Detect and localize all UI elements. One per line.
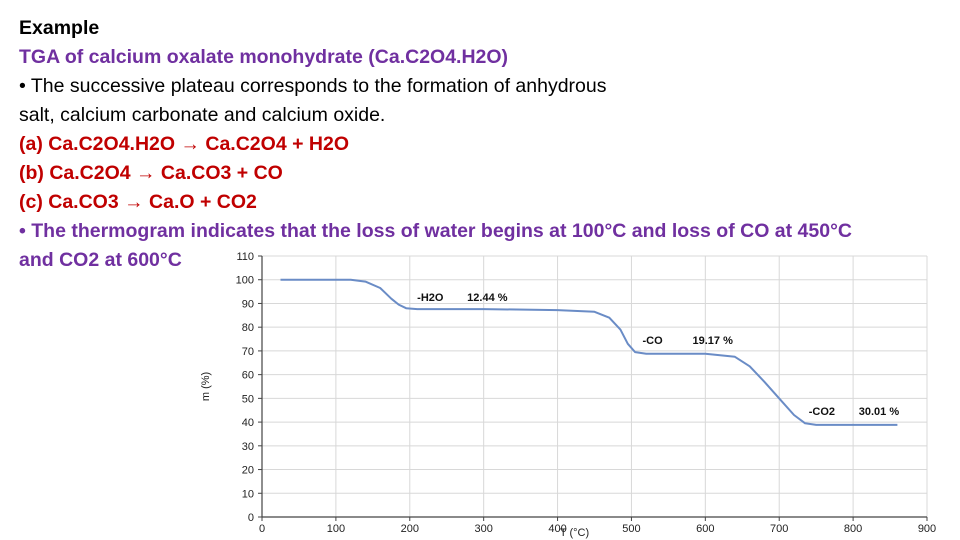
y-tick-label: 10 xyxy=(242,488,254,500)
annotation-value-1: 19.17 % xyxy=(693,335,734,347)
x-tick-label: 900 xyxy=(918,523,936,535)
chart-axes xyxy=(258,255,928,521)
annotation-label-1: -CO xyxy=(643,335,664,347)
annotation-label-0: -H2O xyxy=(417,292,444,304)
x-tick-label: 300 xyxy=(474,523,492,535)
chart-background xyxy=(195,244,940,540)
x-tick-label: 600 xyxy=(696,523,714,535)
x-tick-label: 100 xyxy=(327,523,345,535)
x-tick-label: 800 xyxy=(844,523,862,535)
slide-heading: Example xyxy=(19,17,100,39)
reaction-b: (b) Ca.C2O4 → Ca.CO3 + CO xyxy=(19,162,283,184)
y-tick-label: 30 xyxy=(242,441,254,453)
y-tick-labels: 0 10 20 30 40 50 60 70 80 90 100 110 xyxy=(236,251,254,524)
annotation-value-2: 30.01 % xyxy=(859,406,900,418)
tga-chart: 0 10 20 30 40 50 60 70 80 90 100 110 0 100 200 300 400 5… xyxy=(195,244,940,540)
slide-subtitle: TGA of calcium oxalate monohydrate (Ca.C… xyxy=(19,46,509,68)
y-tick-label: 40 xyxy=(242,417,254,429)
y-tick-label: 0 xyxy=(248,512,254,524)
x-tick-label: 700 xyxy=(770,523,788,535)
x-tick-label: 400 xyxy=(548,523,566,535)
y-tick-label: 60 xyxy=(242,370,254,382)
y-tick-label: 80 xyxy=(242,322,254,334)
y-tick-label: 90 xyxy=(242,298,254,310)
bullet-2-line-1: • The thermogram indicates that the loss… xyxy=(19,220,852,242)
y-tick-label: 100 xyxy=(236,275,254,287)
series-line-0 xyxy=(280,278,898,426)
bullet-1-line-1: • The successive plateau corresponds to … xyxy=(19,75,607,97)
annotation-label-2: -CO2 xyxy=(809,406,835,418)
x-tick-label: 500 xyxy=(622,523,640,535)
reaction-a: (a) Ca.C2O4.H2O → Ca.C2O4 + H2O xyxy=(19,133,349,155)
x-tick-labels: 0 100 200 300 400 500 600 700 800 900 xyxy=(259,523,936,535)
bullet-2-line-2: and CO2 at 600°C xyxy=(19,249,182,271)
x-axis-label: T (°C) xyxy=(560,527,589,539)
tga-curve xyxy=(280,278,898,426)
reaction-c: (c) Ca.CO3 → Ca.O + CO2 xyxy=(19,191,257,213)
y-tick-label: 110 xyxy=(236,251,254,263)
y-tick-label: 70 xyxy=(242,346,254,358)
slide-text: Example TGA of calcium oxalate monohydra… xyxy=(19,14,949,275)
x-tick-label: 200 xyxy=(401,523,419,535)
chart-annotations: -H2O 12.44 % -CO 19.17 % -CO2 30.01 % xyxy=(417,292,899,418)
annotation-value-0: 12.44 % xyxy=(467,292,508,304)
bullet-1-line-2: salt, calcium carbonate and calcium oxid… xyxy=(19,104,386,126)
y-tick-label: 20 xyxy=(242,465,254,477)
y-axis-label: m (%) xyxy=(200,372,212,401)
y-tick-label: 50 xyxy=(242,393,254,405)
x-tick-label: 0 xyxy=(259,523,265,535)
